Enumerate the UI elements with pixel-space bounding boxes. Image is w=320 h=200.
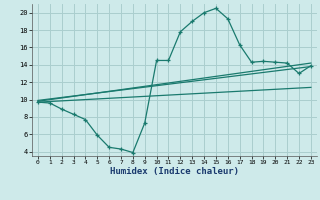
X-axis label: Humidex (Indice chaleur): Humidex (Indice chaleur) — [110, 167, 239, 176]
